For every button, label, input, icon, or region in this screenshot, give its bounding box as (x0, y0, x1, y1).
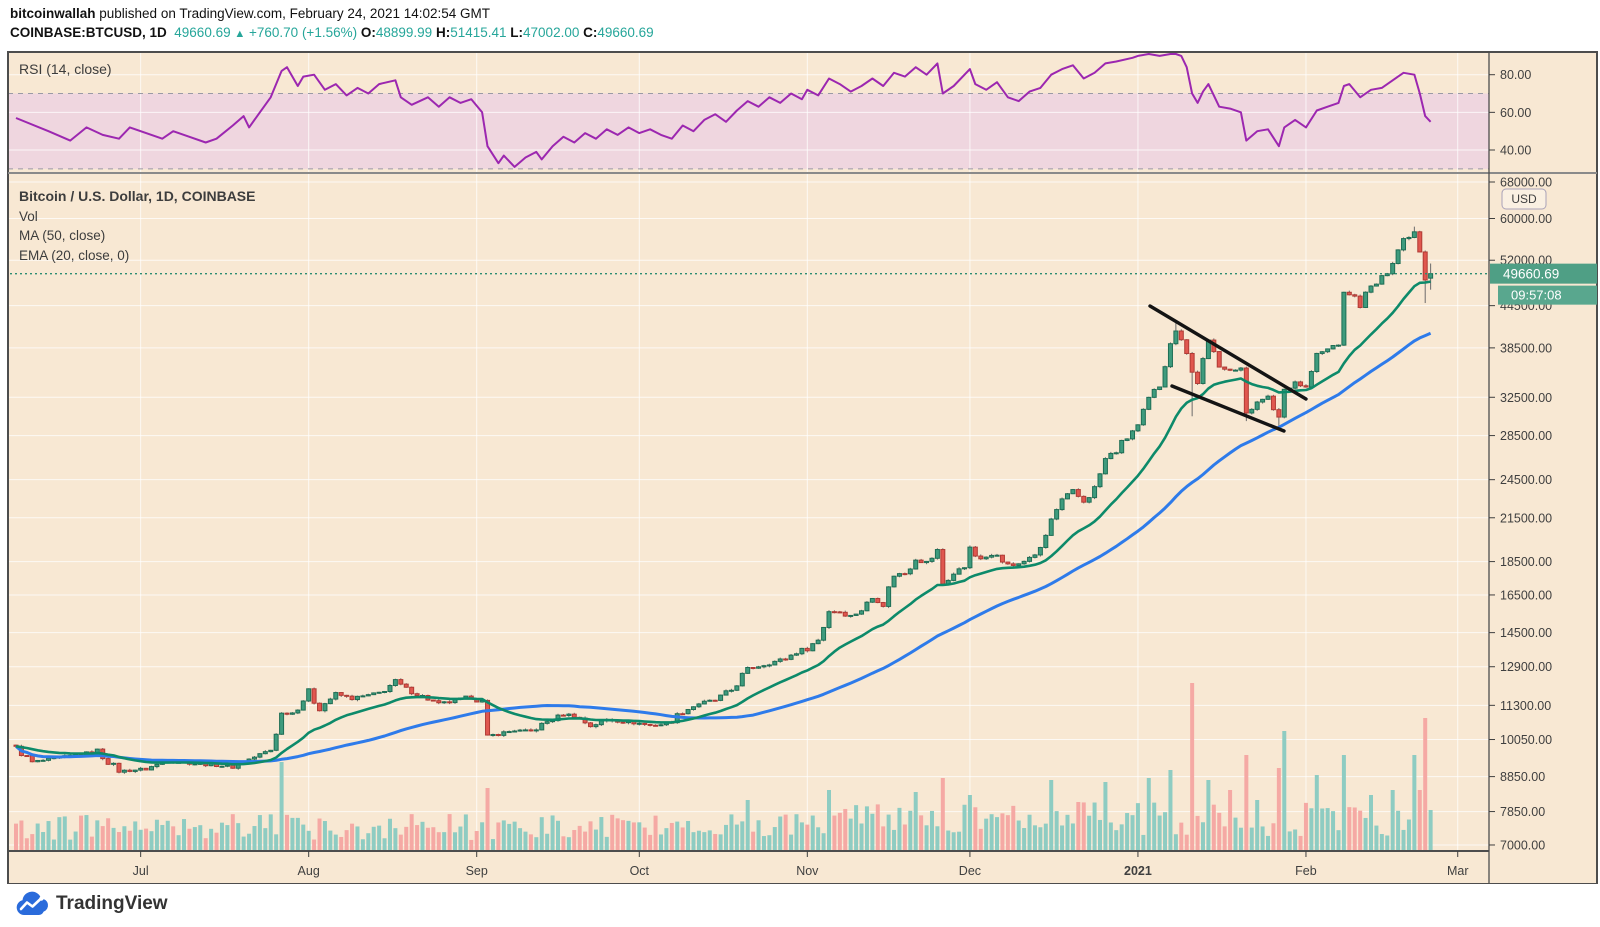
ema20-line (15, 280, 1431, 766)
current-price-badge[interactable]: 49660.69 (1490, 263, 1597, 284)
svg-text:09:57:08: 09:57:08 (1511, 288, 1562, 303)
svg-text:12900.00: 12900.00 (1500, 660, 1552, 674)
svg-text:7000.00: 7000.00 (1500, 838, 1545, 852)
tradingview-logo-icon[interactable] (14, 890, 52, 920)
svg-text:40.00: 40.00 (1500, 144, 1531, 158)
rsi-line (15, 53, 1432, 168)
svg-text:32500.00: 32500.00 (1500, 391, 1552, 405)
high-value: 51415.41 (450, 25, 507, 40)
high-label: H: (435, 25, 451, 40)
svg-text:Sep: Sep (466, 864, 488, 878)
currency-usd-button[interactable]: USD (1501, 188, 1547, 210)
svg-text:2021: 2021 (1124, 864, 1152, 878)
ohlc-line: COINBASE:BTCUSD, 1D 49660.69 ▲ +760.70 (… (10, 25, 654, 40)
ema-indicator-label[interactable]: EMA (20, close, 0) (19, 247, 130, 263)
svg-text:60.00: 60.00 (1500, 106, 1531, 120)
publish-info: published on TradingView.com, February 2… (95, 6, 491, 21)
svg-text:28500.00: 28500.00 (1500, 429, 1552, 443)
symbol-label: COINBASE:BTCUSD, 1D (10, 25, 167, 40)
rsi-indicator-label[interactable]: RSI (14, close) (19, 61, 112, 77)
author-name: bitcoinwallah (10, 6, 96, 21)
svg-text:Mar: Mar (1447, 864, 1469, 878)
svg-text:Feb: Feb (1295, 864, 1317, 878)
svg-text:Oct: Oct (630, 864, 650, 878)
svg-text:Nov: Nov (796, 864, 819, 878)
volume-indicator-label[interactable]: Vol (19, 208, 38, 224)
svg-text:16500.00: 16500.00 (1500, 588, 1552, 602)
trendline-annotations[interactable] (1148, 304, 1308, 433)
svg-text:21500.00: 21500.00 (1500, 511, 1552, 525)
low-label: L: (510, 25, 524, 40)
svg-text:8850.00: 8850.00 (1500, 770, 1545, 784)
svg-text:18500.00: 18500.00 (1500, 555, 1552, 569)
pane-backgrounds (8, 52, 1597, 884)
svg-text:38500.00: 38500.00 (1500, 341, 1552, 355)
volume-bars (14, 683, 1433, 850)
chart-title[interactable]: Bitcoin / U.S. Dollar, 1D, COINBASE (19, 188, 256, 204)
chart-frame (7, 51, 1598, 885)
svg-text:60000.00: 60000.00 (1500, 212, 1552, 226)
svg-text:68000.00: 68000.00 (1500, 176, 1552, 190)
main-pane-legend: Bitcoin / U.S. Dollar, 1D, COINBASE Vol … (19, 187, 255, 265)
publish-line: bitcoinwallah published on TradingView.c… (10, 6, 490, 21)
svg-text:14500.00: 14500.00 (1500, 626, 1552, 640)
svg-text:11300.00: 11300.00 (1500, 699, 1551, 713)
svg-text:Dec: Dec (959, 864, 981, 878)
svg-text:Aug: Aug (298, 864, 320, 878)
svg-text:Jul: Jul (133, 864, 149, 878)
svg-text:49660.69: 49660.69 (1503, 266, 1559, 281)
ma50-line (15, 331, 1432, 764)
bar-countdown-badge: 09:57:08 (1498, 285, 1597, 305)
svg-text:80.00: 80.00 (1500, 68, 1531, 82)
price-change: +760.70 (+1.56%) (249, 25, 358, 40)
svg-text:7850.00: 7850.00 (1500, 805, 1545, 819)
svg-text:USD: USD (1511, 192, 1537, 206)
close-label: C: (583, 25, 598, 40)
open-label: O: (360, 25, 376, 40)
time-axis[interactable]: Jul Aug Sep Oct Nov Dec 2021 Feb Mar (133, 851, 1469, 878)
svg-text:24500.00: 24500.00 (1500, 473, 1552, 487)
footer-bar: TradingView (0, 884, 1600, 927)
ma-indicator-label[interactable]: MA (50, close) (19, 228, 106, 243)
close-value: 49660.69 (597, 25, 654, 40)
svg-text:10050.00: 10050.00 (1500, 733, 1552, 747)
open-value: 48899.99 (375, 25, 433, 40)
last-price: 49660.69 (174, 25, 231, 40)
low-value: 47002.00 (523, 25, 580, 40)
up-arrow-icon: ▲ (234, 28, 246, 40)
tradingview-brand-name[interactable]: TradingView (56, 893, 168, 914)
